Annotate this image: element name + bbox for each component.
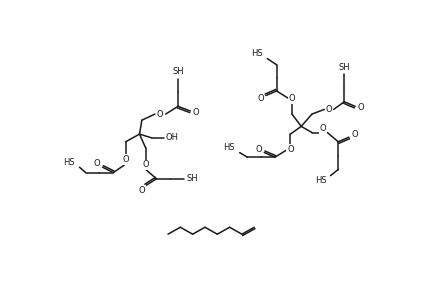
Text: O: O — [326, 105, 332, 114]
Text: SH: SH — [339, 62, 350, 72]
Text: HS: HS — [251, 49, 263, 59]
Text: O: O — [138, 186, 145, 195]
Text: O: O — [289, 94, 295, 103]
Text: O: O — [257, 94, 264, 103]
Text: SH: SH — [172, 67, 184, 76]
Text: O: O — [157, 110, 164, 119]
Text: O: O — [142, 160, 149, 169]
Text: OH: OH — [165, 133, 179, 142]
Text: O: O — [255, 145, 262, 154]
Text: HS: HS — [315, 176, 327, 185]
Text: O: O — [351, 130, 358, 139]
Text: SH: SH — [186, 174, 198, 183]
Text: O: O — [320, 124, 326, 133]
Text: HS: HS — [63, 158, 75, 167]
Text: O: O — [287, 145, 294, 154]
Text: HS: HS — [223, 144, 235, 152]
Text: O: O — [192, 108, 199, 117]
Text: O: O — [357, 103, 364, 112]
Text: O: O — [122, 155, 129, 164]
Text: O: O — [94, 159, 100, 168]
